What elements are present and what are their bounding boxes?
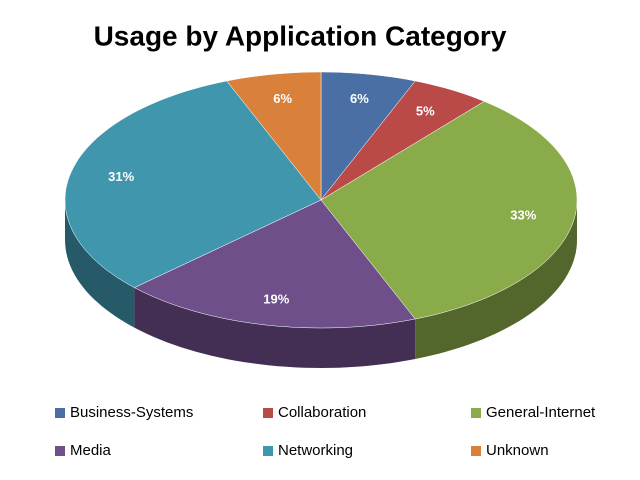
legend-item: Networking xyxy=(263,442,353,459)
slice-side xyxy=(65,200,135,328)
data-label: 19% xyxy=(263,291,289,306)
legend-swatch xyxy=(471,408,481,418)
slice xyxy=(320,71,416,201)
slice xyxy=(133,199,416,329)
chart-title: Usage by Application Category xyxy=(94,20,507,51)
slice xyxy=(320,101,578,320)
data-label: 5% xyxy=(416,103,435,118)
data-label: 6% xyxy=(350,91,369,106)
legend-swatch xyxy=(263,446,273,456)
legend-item: Business-Systems xyxy=(55,404,193,421)
legend-item: Media xyxy=(55,442,112,459)
legend-item: Collaboration xyxy=(263,404,366,421)
legend-label: Media xyxy=(70,442,112,459)
slice xyxy=(226,71,322,201)
legend-item: General-Internet xyxy=(471,404,596,421)
legend-item: Unknown xyxy=(471,442,549,459)
slice-side xyxy=(134,287,416,368)
legend-swatch xyxy=(471,446,481,456)
data-label: 33% xyxy=(510,207,536,222)
legend-swatch xyxy=(55,408,65,418)
legend-label: Business-Systems xyxy=(70,404,193,421)
slice-side xyxy=(415,200,577,359)
legend-swatch xyxy=(55,446,65,456)
slice xyxy=(320,80,485,201)
legend-label: Networking xyxy=(278,442,353,459)
legend-label: Collaboration xyxy=(278,404,366,421)
legend-label: Unknown xyxy=(486,442,549,459)
legend-label: General-Internet xyxy=(486,404,596,421)
data-label: 6% xyxy=(273,91,292,106)
legend-swatch xyxy=(263,408,273,418)
data-label: 31% xyxy=(108,169,134,184)
slice xyxy=(64,80,322,288)
